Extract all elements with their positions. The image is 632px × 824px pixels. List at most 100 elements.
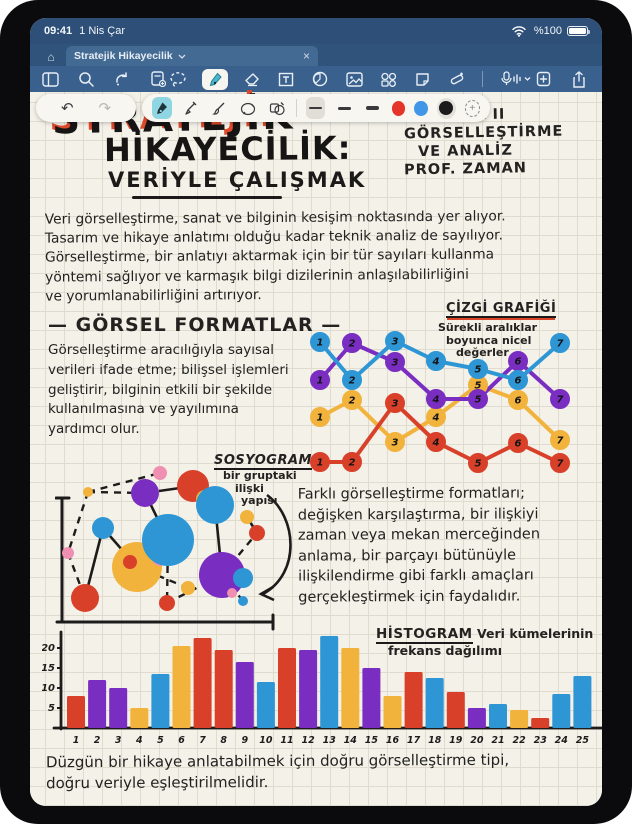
svg-text:15: 15 — [42, 663, 55, 674]
svg-text:18: 18 — [428, 735, 442, 746]
line-chart: 1 2 3 4 5 6 7 1 2 3 4 5 6 7 1 2 3 4 5 6 7 1 2 3 4 5 6 7 — [310, 331, 570, 473]
tab-stratejik-hikayecilik[interactable]: Stratejik Hikayecilik × — [66, 46, 318, 66]
svg-text:15: 15 — [365, 735, 379, 746]
undo-button[interactable]: ↶ — [60, 100, 74, 117]
handwritten-line: değişken karşılaştırma, bir ilişkiyi — [297, 505, 539, 524]
shapes-tool-icon[interactable] — [310, 69, 330, 89]
histogram-bar — [383, 696, 402, 728]
line-nodes-sarı: 1 2 3 4 5 6 7 — [310, 375, 570, 452]
ballpoint-pen-tool[interactable] — [181, 97, 201, 119]
middle-paragraph: Farklı görselleştirme formatları; değişk… — [298, 483, 541, 608]
svg-text:5: 5 — [48, 703, 55, 714]
color-red[interactable] — [391, 100, 406, 116]
svg-text:19: 19 — [449, 735, 463, 746]
histogram-bar — [214, 650, 233, 728]
handwritten-line: ilişkilendirme gibi farklı amaçları — [298, 567, 534, 586]
svg-text:14: 14 — [344, 735, 358, 746]
sosyogram-node — [153, 466, 167, 480]
svg-text:1: 1 — [317, 413, 324, 424]
svg-text:2: 2 — [349, 339, 356, 350]
scribble-pen-tool[interactable] — [238, 97, 258, 119]
svg-text:2: 2 — [94, 735, 101, 746]
sosyogram-node — [83, 487, 93, 497]
histogram-bar — [341, 648, 360, 728]
sidebar-icon[interactable] — [40, 69, 60, 89]
svg-text:16: 16 — [386, 735, 400, 746]
laser-pointer-icon[interactable] — [446, 69, 466, 89]
histogram-bar — [299, 650, 318, 728]
audio-record-icon[interactable] — [499, 69, 533, 89]
svg-text:7: 7 — [557, 436, 564, 447]
pen-tool-selected[interactable] — [202, 68, 228, 90]
svg-text:1: 1 — [317, 376, 324, 387]
svg-text:2: 2 — [349, 458, 356, 469]
battery-icon — [567, 26, 590, 36]
stroke-medium[interactable] — [334, 97, 354, 119]
add-page-icon[interactable] — [533, 69, 553, 89]
svg-text:20: 20 — [470, 735, 484, 746]
tab-close-button[interactable]: × — [302, 49, 310, 63]
svg-text:3: 3 — [392, 358, 399, 369]
brush-pen-tool[interactable] — [209, 97, 229, 119]
histogram-note-2: frekans dağılımı — [388, 643, 503, 658]
histogram-bar — [235, 662, 254, 728]
sosyogram-chart — [55, 466, 292, 631]
handwritten-line: ilişki — [235, 481, 264, 495]
handwritten-line: yardımcı olur. — [48, 421, 140, 438]
sticky-note-icon[interactable] — [412, 69, 432, 89]
svg-text:6: 6 — [515, 357, 522, 368]
color-blue[interactable] — [414, 100, 428, 116]
shape-pen-tool[interactable] — [267, 97, 287, 119]
sosyogram-node — [199, 552, 245, 598]
image-icon[interactable] — [344, 69, 364, 89]
handwritten-line: boyunca nicel — [446, 333, 532, 347]
histogram-bar — [193, 638, 212, 728]
histogram-bar — [467, 708, 486, 728]
svg-text:1: 1 — [317, 458, 324, 469]
svg-text:12: 12 — [301, 735, 315, 746]
chevron-down-icon — [178, 50, 186, 62]
handwritten-line: yapısı — [241, 494, 278, 507]
histogram-bar — [573, 676, 592, 728]
svg-text:7: 7 — [557, 339, 564, 350]
home-button[interactable]: ⌂ — [36, 48, 66, 66]
color-black-selected[interactable] — [436, 97, 456, 119]
section-heading: — GÖRSEL FORMATLAR — — [48, 314, 342, 336]
lasso-tool-icon[interactable] — [168, 69, 188, 89]
svg-text:1: 1 — [73, 735, 80, 746]
color-picker-button[interactable]: + — [464, 99, 480, 117]
svg-text:4: 4 — [135, 735, 143, 746]
svg-text:2: 2 — [349, 376, 356, 387]
stroke-thick[interactable] — [363, 97, 383, 119]
svg-text:25: 25 — [576, 735, 590, 746]
redo-button[interactable]: ↷ — [98, 100, 112, 117]
sosyogram-node — [181, 581, 195, 595]
histogram-bar — [362, 668, 381, 728]
rotate-refresh-icon[interactable] — [112, 69, 132, 89]
histogram-title: HİSTOGRAM — [376, 626, 473, 644]
note-canvas[interactable]: ↶ ↷ + STRATEJİK HİKAYECİLİK: VERİYLE ÇAL… — [30, 92, 602, 806]
search-icon[interactable] — [76, 69, 96, 89]
handwritten-line: geliştirir, bilginin etkili bir şekilde — [48, 381, 273, 398]
svg-text:7: 7 — [199, 735, 206, 746]
svg-text:22: 22 — [512, 735, 526, 746]
svg-text:7: 7 — [557, 395, 564, 406]
handwritten-line: doğru veriyle eşleştirilmelidir. — [46, 773, 269, 793]
share-icon[interactable] — [569, 69, 589, 89]
text-tool-icon[interactable] — [276, 69, 296, 89]
page-template-icon[interactable] — [148, 69, 168, 89]
stroke-thin-selected[interactable] — [305, 97, 326, 119]
eraser-icon[interactable] — [242, 69, 262, 89]
histogram-bar — [404, 672, 423, 728]
section-paragraph: Görselleştirme aracılığıyla sayısal veri… — [48, 341, 289, 440]
fountain-pen-tool[interactable] — [152, 97, 172, 119]
svg-text:4: 4 — [432, 357, 440, 368]
sosyogram-node — [71, 584, 99, 612]
stickers-icon[interactable] — [378, 69, 398, 89]
histogram-note-1: Veri kümelerinin — [477, 626, 594, 641]
svg-text:8: 8 — [220, 735, 227, 746]
svg-text:24: 24 — [555, 735, 569, 746]
status-bar: 09:41 1 Nis Çar %100 — [30, 18, 602, 44]
svg-text:23: 23 — [534, 735, 548, 746]
